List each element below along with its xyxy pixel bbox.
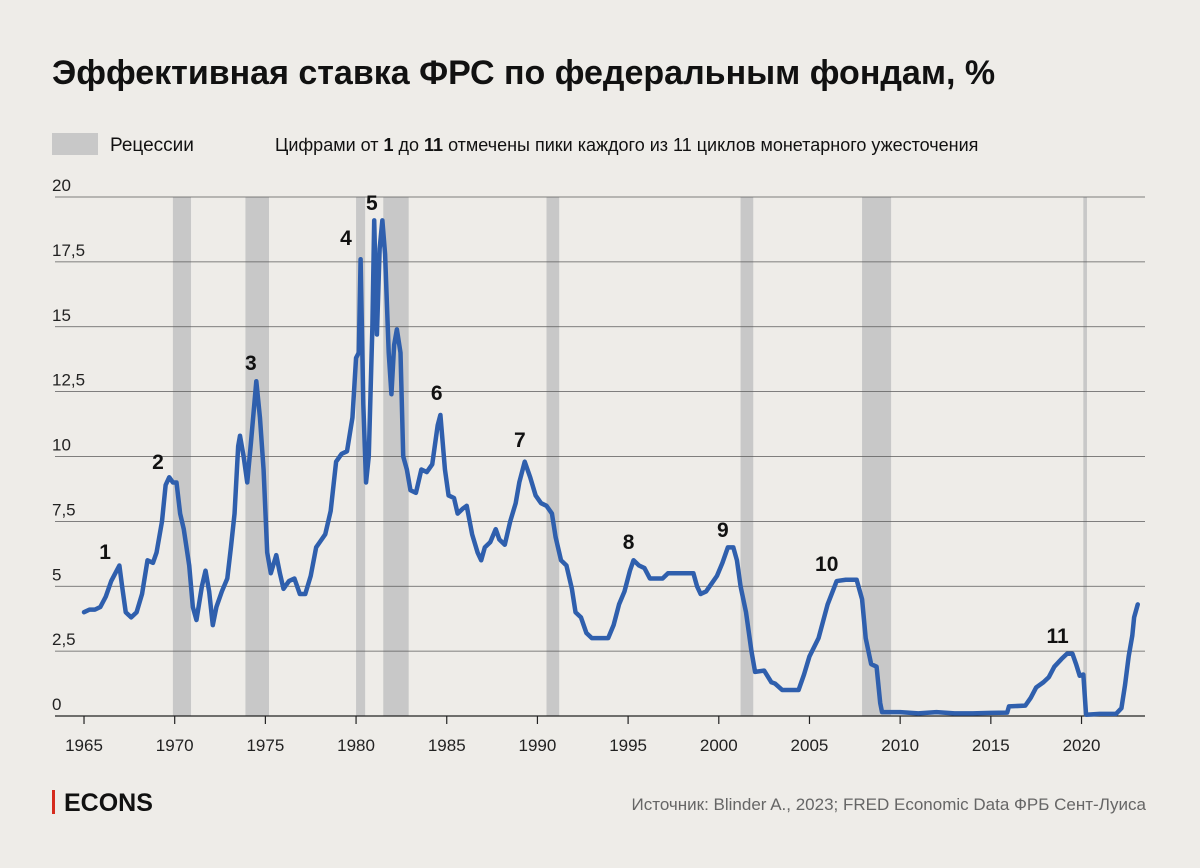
peak-label: 5: [366, 192, 378, 215]
y-tick-label: 20: [52, 176, 71, 195]
peak-label: 10: [815, 553, 838, 576]
x-tick-label: 1965: [65, 736, 103, 755]
brand: ECONS: [64, 789, 153, 817]
peak-label: 2: [152, 451, 164, 474]
y-tick-label: 10: [52, 436, 71, 455]
x-tick-label: 1985: [428, 736, 466, 755]
source: Источник: Blinder A., 2023; FRED Economi…: [632, 795, 1147, 814]
y-tick-label: 0: [52, 695, 61, 714]
legend-swatch: [52, 133, 98, 155]
note-part: отмечены пики каждого из 11 циклов монет…: [443, 135, 978, 155]
y-tick-label: 7,5: [52, 500, 76, 519]
peak-label: 11: [1046, 625, 1069, 648]
y-tick-label: 15: [52, 306, 71, 325]
note-part: 11: [424, 135, 443, 155]
x-tick-label: 2010: [881, 736, 919, 755]
peak-label: 1: [99, 541, 111, 564]
x-tick-label: 2020: [1063, 736, 1101, 755]
peak-label: 3: [245, 352, 257, 375]
y-tick-label: 2,5: [52, 630, 76, 649]
y-tick-label: 17,5: [52, 241, 85, 260]
x-tick-label: 2015: [972, 736, 1010, 755]
brand-bar: [52, 790, 55, 814]
note: Цифрами от 1 до 11 отмечены пики каждого…: [275, 135, 978, 155]
note-part: до: [394, 135, 425, 155]
x-tick-label: 2005: [791, 736, 829, 755]
peak-label: 9: [717, 519, 729, 542]
peak-label: 8: [623, 531, 635, 554]
peak-label: 7: [514, 429, 526, 452]
rate-line: [81, 218, 1140, 717]
x-tick-label: 1980: [337, 736, 375, 755]
peak-label: 4: [340, 227, 352, 250]
x-tick-label: 2000: [700, 736, 738, 755]
note-part: Цифрами от: [275, 135, 384, 155]
x-tick-label: 1970: [156, 736, 194, 755]
x-tick-label: 1990: [519, 736, 557, 755]
y-tick-label: 12,5: [52, 371, 85, 390]
note-part: 1: [384, 135, 394, 155]
x-tick-label: 1995: [609, 736, 647, 755]
x-tick-label: 1975: [246, 736, 284, 755]
y-tick-label: 5: [52, 565, 61, 584]
peak-label: 6: [431, 382, 443, 405]
chart-title: Эффективная ставка ФРС по федеральным фо…: [52, 54, 995, 92]
legend-label: Рецессии: [110, 135, 194, 156]
